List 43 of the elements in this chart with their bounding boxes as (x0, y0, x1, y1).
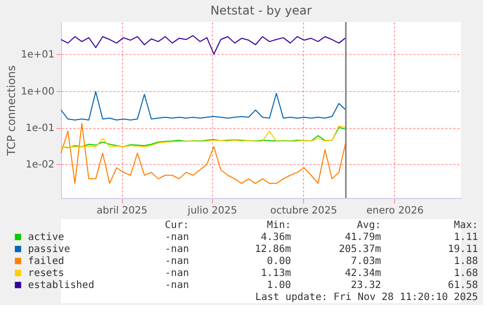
text: 1.11 (454, 232, 478, 243)
text: 19.11 (448, 244, 478, 255)
x-tick-label: julio 2025 (186, 206, 238, 216)
y-tick-label: 1e-02 (26, 160, 54, 171)
text: -nan (164, 232, 189, 243)
text: 61.58 (448, 280, 478, 291)
text: 41.79m (344, 232, 381, 243)
y-axis-title: TCP connections (4, 65, 18, 157)
chart-title: Netstat - by year (210, 3, 312, 18)
line-series (60, 122, 346, 184)
text: Avg: (356, 220, 381, 231)
y-tick-label: 1e+00 (20, 86, 54, 98)
text: -nan (164, 244, 189, 255)
legend-label: active (28, 232, 64, 243)
text: 23.32 (350, 280, 381, 291)
text: -nan (164, 268, 189, 279)
text: Min: (266, 220, 291, 231)
legend-label: passive (28, 244, 70, 255)
text: -nan (164, 280, 189, 291)
text: Cur: (164, 220, 189, 231)
text: 205.37m (338, 244, 381, 255)
line-series (60, 91, 346, 121)
x-tick-label: abril 2025 (96, 206, 148, 216)
x-tick-label: octubre 2025 (270, 206, 338, 216)
text: Last update: Fri Nov 28 11:20:10 2025 (255, 292, 478, 303)
legend-label: established (28, 280, 94, 291)
text: 12.86m (254, 244, 291, 255)
text: 0.00 (266, 256, 291, 267)
text: 42.34m (344, 268, 381, 279)
legend-label: failed (28, 256, 64, 267)
text: 1.00 (266, 280, 291, 291)
x-tick-label: enero 2026 (366, 206, 424, 216)
y-tick-label: 1e+01 (20, 50, 54, 61)
text: 7.03m (350, 256, 381, 267)
text: 1.88 (454, 256, 478, 267)
text: 1.13m (260, 268, 291, 279)
text: 4.36m (260, 232, 291, 243)
text: 1.68 (454, 268, 478, 279)
line-series (60, 35, 346, 55)
text: Max: (454, 220, 478, 231)
y-tick-label: 1e-01 (26, 123, 54, 134)
legend-label: resets (28, 268, 64, 279)
text: -nan (164, 256, 189, 267)
